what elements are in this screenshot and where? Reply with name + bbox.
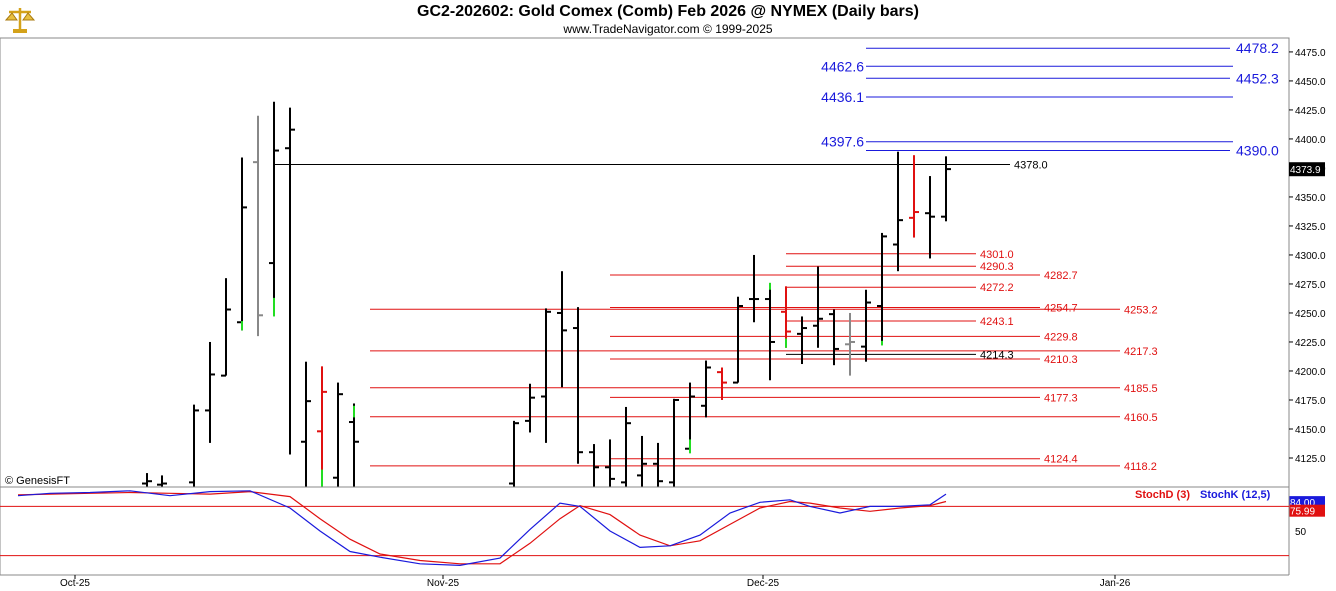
red-level-label: 4254.7 <box>1044 303 1078 315</box>
time-tick-label: Oct-25 <box>60 578 90 589</box>
stoch-k-value-label: 84.00 <box>1290 498 1315 509</box>
stochastic-panel <box>0 486 1290 576</box>
red-level-label: 4290.3 <box>980 261 1014 273</box>
last-price-box <box>1289 162 1325 177</box>
stochastic-lines <box>17 490 947 567</box>
stoch-k-legend: StochK (12,5) <box>1200 489 1271 501</box>
support-resistance-levels: 4478.2 4462.6 4452.3 4436.1 4397.6 4390.0 4378… <box>274 40 1279 473</box>
stoch-d-value-label: 75.99 <box>1290 507 1315 518</box>
price-tick-label: 4300.0 <box>1295 251 1326 262</box>
blue-level-label: 4390.0 <box>1236 143 1279 159</box>
red-level-label: 4214.3 <box>980 349 1014 361</box>
price-tick-label: 4275.0 <box>1295 280 1326 291</box>
price-panel <box>0 37 1290 488</box>
red-level-label: 4253.2 <box>1124 304 1158 316</box>
price-bars <box>142 101 951 487</box>
red-level-label: 4229.8 <box>1044 331 1078 343</box>
blue-level-label: 4452.3 <box>1236 70 1279 86</box>
price-tick-label: 4450.0 <box>1295 77 1326 88</box>
price-tick-label: 4475.0 <box>1295 48 1326 59</box>
time-axis: Oct-25 Nov-25 Dec-25 Jan-26 <box>0 574 1336 591</box>
stoch-d-legend: StochD (3) <box>1135 489 1190 501</box>
stoch-tick-label: 50 <box>1295 527 1307 538</box>
red-level-label: 4210.3 <box>1044 354 1078 366</box>
price-tick-label: 4125.0 <box>1295 454 1326 465</box>
red-level-label: 4124.4 <box>1044 454 1078 466</box>
last-price-label: 4373.9 <box>1290 165 1321 176</box>
black-level-label: 4378.0 <box>1014 159 1048 171</box>
chart-title: GC2-202602: Gold Comex (Comb) Feb 2026 @… <box>417 3 919 20</box>
blue-level-label: 4478.2 <box>1236 40 1279 56</box>
price-tick-label: 4425.0 <box>1295 106 1326 117</box>
red-level-label: 4282.7 <box>1044 270 1078 282</box>
price-tick-label: 4175.0 <box>1295 396 1326 407</box>
price-tick-label: 4225.0 <box>1295 338 1326 349</box>
red-level-label: 4177.3 <box>1044 392 1078 404</box>
stoch-d-line <box>17 490 947 565</box>
time-tick-label: Nov-25 <box>427 578 460 589</box>
blue-level-label: 4397.6 <box>821 134 864 150</box>
time-tick-label: Dec-25 <box>747 578 780 589</box>
scales-logo-icon <box>4 3 36 35</box>
red-level-label: 4301.0 <box>980 249 1014 261</box>
price-tick-label: 4250.0 <box>1295 309 1326 320</box>
blue-level-label: 4436.1 <box>821 89 864 105</box>
red-level-label: 4272.2 <box>980 282 1014 294</box>
price-tick-label: 4350.0 <box>1295 193 1326 204</box>
stoch-d-value-box <box>1289 504 1325 517</box>
time-tick-label: Jan-26 <box>1100 578 1131 589</box>
chart-subtitle: www.TradeNavigator.com © 1999-2025 <box>563 22 773 36</box>
price-tick-label: 4150.0 <box>1295 425 1326 436</box>
price-tick-label: 4400.0 <box>1295 135 1326 146</box>
header: GC2-202602: Gold Comex (Comb) Feb 2026 @… <box>0 0 1336 38</box>
red-level-label: 4185.5 <box>1124 383 1158 395</box>
price-tick-label: 4200.0 <box>1295 367 1326 378</box>
watermark-text: © GenesisFT <box>5 475 70 487</box>
stoch-k-line <box>17 490 947 567</box>
red-level-label: 4118.2 <box>1124 461 1157 473</box>
red-level-label: 4160.5 <box>1124 412 1158 424</box>
price-tick-label: 4325.0 <box>1295 222 1326 233</box>
price-axis: 4475.04450.04425.04400.04375.04350.04325… <box>1288 38 1336 575</box>
blue-level-label: 4462.6 <box>821 58 864 74</box>
red-level-label: 4217.3 <box>1124 346 1158 358</box>
red-level-label: 4243.1 <box>980 316 1014 328</box>
